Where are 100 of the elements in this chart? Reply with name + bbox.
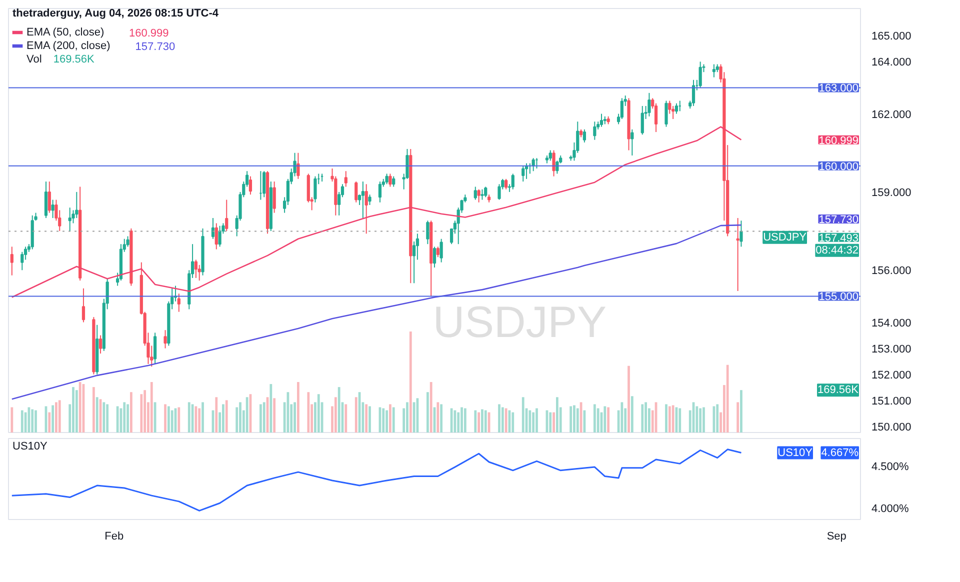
candlestick [712, 64, 716, 78]
candlestick [388, 173, 392, 188]
bar [102, 402, 106, 432]
bar [549, 412, 552, 432]
bar [202, 402, 204, 432]
bar [716, 404, 719, 432]
chart-title: Vol [26, 54, 42, 66]
bar [123, 402, 126, 432]
candlestick [474, 186, 477, 200]
bar [501, 407, 504, 432]
bar [48, 412, 51, 432]
annotation: 169.56K [53, 54, 96, 66]
bar [696, 406, 698, 432]
line-series [11, 126, 742, 298]
annotation: 08:44:32 [816, 244, 859, 256]
bar [596, 408, 600, 432]
y-tick-label: 153.000 [872, 343, 912, 356]
line-series [11, 224, 742, 400]
bar [665, 404, 668, 432]
candlestick [640, 105, 644, 136]
bar [460, 407, 463, 432]
bar [702, 407, 705, 432]
y-tick-label: 4.500% [872, 461, 910, 474]
candlestick [51, 199, 54, 219]
candlestick [504, 178, 508, 190]
bar [178, 407, 180, 432]
y-tick-label: 159.000 [872, 186, 912, 199]
bar [215, 397, 218, 432]
candlestick [552, 150, 556, 177]
annotation: 157.730 [135, 41, 176, 53]
bar [334, 397, 337, 432]
bar [736, 402, 740, 432]
x-tick-label: Sep [826, 530, 846, 542]
annotation: 157.730 [818, 214, 859, 226]
chart-title: thetraderguy, Aug 04, 2026 08:15 UTC-4 [12, 8, 220, 20]
candlestick [98, 334, 102, 354]
bar [504, 408, 508, 432]
bar [307, 392, 310, 432]
bar [522, 397, 524, 432]
candlestick [361, 181, 364, 219]
y-tick-label: 154.000 [872, 317, 912, 330]
candlestick [432, 246, 436, 268]
bar [436, 402, 440, 432]
ref-line-label: 160.000 [818, 160, 859, 173]
bar [144, 390, 146, 432]
y-tick-label: 151.000 [872, 395, 912, 408]
candlestick [385, 173, 388, 185]
bar [194, 406, 198, 432]
bar [570, 406, 572, 432]
candlestick [692, 79, 696, 106]
bar [20, 410, 24, 432]
bar [726, 364, 729, 432]
bar [167, 406, 170, 432]
bar [126, 404, 129, 432]
y-tick-label: 152.000 [872, 369, 912, 382]
candlestick [75, 191, 78, 219]
annotation: USDJPY [763, 231, 808, 244]
bar [620, 402, 624, 432]
bar [481, 409, 484, 432]
bar [678, 408, 682, 432]
candlestick [194, 259, 198, 278]
bar [338, 387, 340, 432]
bar [532, 412, 535, 432]
bar [58, 400, 61, 432]
candlestick [480, 188, 484, 200]
candlestick [548, 150, 552, 162]
candlestick [698, 61, 702, 88]
bar [607, 407, 610, 432]
candlestick [477, 188, 480, 203]
bar [573, 405, 576, 432]
candlestick [484, 186, 488, 198]
bar [498, 404, 500, 432]
bar [140, 394, 143, 432]
candlestick [177, 293, 180, 312]
candlestick [593, 121, 596, 140]
bar [72, 387, 74, 432]
bar [150, 382, 153, 432]
candlestick [392, 176, 396, 188]
chart-title: US10Y [12, 440, 48, 452]
bar [246, 397, 248, 432]
bar [260, 404, 262, 432]
y-tick-label: 162.000 [872, 108, 912, 121]
candlestick [630, 128, 634, 156]
candlestick [214, 222, 218, 250]
bar [593, 404, 596, 432]
legend-label: EMA (50, close) [26, 26, 104, 38]
bar [317, 394, 320, 432]
bar [430, 382, 432, 432]
candlestick [218, 225, 222, 248]
bar [392, 407, 395, 432]
bar [188, 402, 190, 432]
x-tick-label: Feb [104, 530, 124, 542]
candlestick [436, 246, 440, 258]
candlestick [48, 181, 51, 214]
bar [96, 397, 98, 432]
y-tick-label: 150.000 [872, 422, 912, 434]
bar [536, 408, 538, 432]
bar [409, 332, 412, 432]
bar [699, 408, 702, 432]
candlestick [440, 238, 443, 263]
